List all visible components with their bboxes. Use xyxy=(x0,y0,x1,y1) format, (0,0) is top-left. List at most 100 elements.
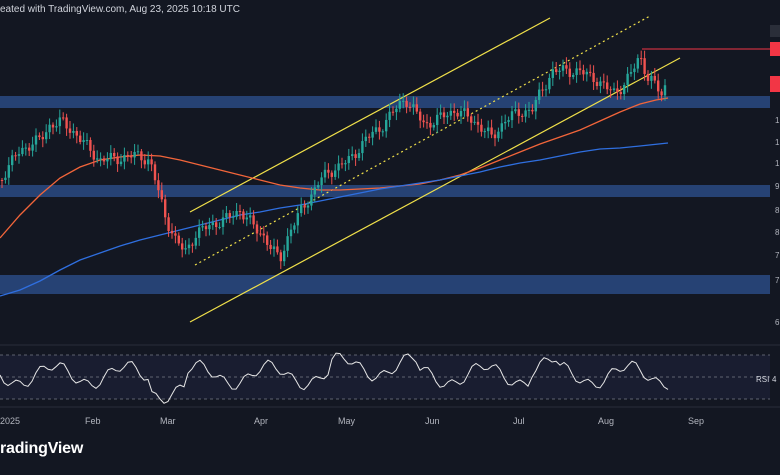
x-tick-label: Mar xyxy=(160,416,176,426)
candle-body xyxy=(453,110,456,113)
candle-body xyxy=(517,109,520,116)
candle-body xyxy=(201,226,204,228)
candle-body xyxy=(636,58,639,69)
candle-body xyxy=(327,169,330,173)
candle-body xyxy=(79,135,82,143)
candle-body xyxy=(599,81,602,86)
candle-body xyxy=(65,117,68,129)
price-axis-label: 7 xyxy=(775,276,780,285)
candle-body xyxy=(221,217,225,227)
channel-lower-line xyxy=(189,57,681,323)
candle-body xyxy=(259,233,262,235)
candle-body xyxy=(0,180,4,181)
candle-body xyxy=(150,159,153,165)
candle-body xyxy=(351,154,354,157)
candle-body xyxy=(7,165,10,178)
candle-body xyxy=(412,104,415,107)
candle-body xyxy=(31,144,34,151)
price-axis-label: 8 xyxy=(775,206,780,215)
candle-body xyxy=(68,128,72,133)
candle-body xyxy=(551,69,554,78)
price-axis-label: 8 xyxy=(775,228,780,237)
candle-body xyxy=(225,213,228,218)
candle-body xyxy=(419,111,422,121)
candle-body xyxy=(487,127,490,132)
candle-body xyxy=(589,71,592,73)
candle-body xyxy=(497,131,500,139)
candle-body xyxy=(456,112,459,117)
x-tick-label: Aug xyxy=(598,416,614,426)
candle-body xyxy=(289,229,293,237)
candle-body xyxy=(55,126,58,128)
candle-body xyxy=(255,224,259,234)
candle-body xyxy=(609,89,612,91)
candle-body xyxy=(208,225,211,230)
price-axis-label: 1 xyxy=(775,116,780,125)
candle-body xyxy=(245,217,248,220)
candle-body xyxy=(133,151,136,158)
candle-body xyxy=(473,121,476,123)
candle-body xyxy=(334,170,337,177)
candle-body xyxy=(544,89,548,91)
candle-body xyxy=(436,114,439,126)
candle-body xyxy=(14,155,17,157)
x-tick-label: Apr xyxy=(254,416,268,426)
channel-upper-line xyxy=(189,17,551,213)
candle-body xyxy=(415,104,418,112)
candle-body xyxy=(340,163,344,165)
candle-body xyxy=(34,135,38,145)
candle-body xyxy=(252,215,255,225)
candle-body xyxy=(521,115,524,117)
candle-body xyxy=(48,124,51,133)
ma-fast-line xyxy=(0,97,669,239)
candle-body xyxy=(45,132,48,140)
candle-body xyxy=(286,236,289,251)
candle-body xyxy=(429,122,432,128)
candle-body xyxy=(381,131,384,133)
candle-body xyxy=(663,85,667,96)
candle-body xyxy=(504,121,507,124)
price-axis-label: 7 xyxy=(775,251,780,260)
candle-body xyxy=(272,246,276,250)
x-tick-label: Sep xyxy=(688,416,704,426)
candle-body xyxy=(262,233,265,236)
candle-body xyxy=(232,216,235,218)
candle-body xyxy=(385,119,388,132)
candle-body xyxy=(463,108,466,111)
candle-body xyxy=(337,163,340,171)
candle-body xyxy=(493,134,497,139)
rsi-value: 4 xyxy=(772,375,777,384)
candle-body xyxy=(130,156,133,158)
price-axis-label: 1 xyxy=(775,159,780,168)
candle-body xyxy=(184,248,187,250)
candle-body xyxy=(534,99,537,112)
candle-body xyxy=(313,187,316,195)
candle-body xyxy=(82,140,85,143)
candle-body xyxy=(476,121,480,125)
candle-body xyxy=(585,71,588,75)
price-marker-current xyxy=(770,76,780,92)
candle-body xyxy=(204,226,208,230)
candle-body xyxy=(344,163,347,165)
candle-body xyxy=(568,68,571,77)
rsi-panel: RSI 4 xyxy=(0,344,780,404)
candle-body xyxy=(164,199,167,218)
x-tick-label: 2025 xyxy=(0,416,20,426)
candle-body xyxy=(629,72,633,74)
candle-body xyxy=(361,141,364,154)
candle-body xyxy=(398,101,401,109)
candle-body xyxy=(612,88,616,91)
candle-body xyxy=(531,109,534,112)
candle-body xyxy=(541,89,544,91)
candle-body xyxy=(422,120,425,123)
rsi-label: RSI xyxy=(756,375,769,384)
rsi-line xyxy=(0,352,669,404)
candle-body xyxy=(558,70,561,73)
candle-body xyxy=(378,127,381,132)
price-axis-label: 1 xyxy=(775,138,780,147)
candle-body xyxy=(113,152,116,157)
candle-body xyxy=(228,213,231,218)
x-tick-label: Feb xyxy=(85,416,101,426)
candles xyxy=(0,50,667,270)
